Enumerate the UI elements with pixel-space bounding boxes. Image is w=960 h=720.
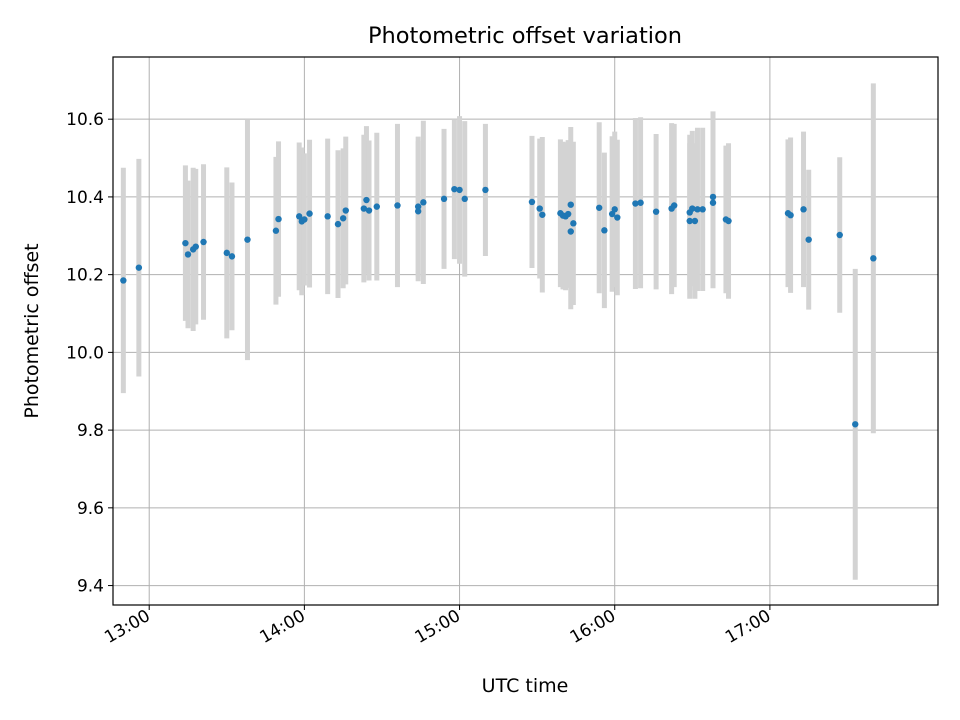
data-point [805, 236, 812, 243]
data-point [184, 251, 192, 258]
data-point [440, 195, 448, 203]
data-point [652, 208, 660, 215]
y-tick-label: 9.6 [77, 499, 104, 519]
data-point [608, 210, 616, 218]
data-point [611, 206, 618, 213]
data-point [725, 217, 732, 225]
data-point [456, 186, 463, 194]
y-tick-label: 10.0 [66, 343, 104, 363]
data-point [414, 203, 422, 210]
y-tick-label: 9.4 [77, 577, 104, 597]
data-point [363, 196, 370, 204]
data-point [637, 199, 644, 206]
data-point [689, 205, 696, 212]
y-tick-label: 10.2 [66, 266, 104, 286]
data-point [223, 249, 230, 257]
data-point [536, 205, 543, 212]
data-point [244, 236, 251, 243]
data-point [135, 264, 143, 271]
data-point [324, 213, 331, 220]
data-point [632, 200, 639, 207]
data-point [192, 243, 199, 250]
data-point [596, 204, 603, 211]
data-point [836, 231, 843, 239]
data-point [365, 207, 373, 214]
data-point [296, 213, 303, 220]
data-point [694, 206, 701, 213]
data-point [691, 217, 699, 225]
data-point [451, 185, 458, 193]
chart-title: Photometric offset variation [368, 23, 682, 49]
data-point [461, 195, 468, 203]
data-point [120, 277, 127, 284]
data-point [699, 206, 706, 213]
data-point [334, 220, 342, 228]
data-point [570, 220, 577, 227]
data-point [528, 198, 536, 206]
data-point [275, 215, 282, 223]
data-point [567, 201, 574, 208]
data-point [709, 199, 717, 206]
data-points [120, 185, 877, 428]
data-point [686, 217, 693, 225]
data-point [614, 214, 621, 221]
data-point [787, 211, 794, 219]
x-axis-label: UTC time [482, 675, 569, 697]
data-point [272, 227, 280, 234]
y-tick-label: 9.8 [77, 421, 104, 441]
data-point [420, 199, 427, 206]
data-point [182, 239, 189, 247]
y-axis-label: Photometric offset [21, 243, 43, 418]
data-point [671, 202, 678, 209]
data-point [852, 421, 859, 428]
data-point [567, 228, 574, 235]
data-point [482, 186, 489, 194]
data-point [394, 202, 401, 209]
data-point [601, 227, 608, 234]
y-tick-label: 10.6 [66, 110, 104, 130]
data-point [709, 193, 717, 201]
plot-area-frame [112, 56, 939, 606]
data-point [539, 211, 546, 218]
y-tick-label: 10.4 [66, 188, 104, 208]
data-point [870, 255, 877, 262]
data-point [339, 215, 347, 222]
data-point [301, 216, 308, 223]
data-point [414, 208, 422, 215]
data-point [200, 238, 207, 246]
data-point [373, 203, 380, 210]
data-point [800, 206, 807, 213]
data-point [228, 253, 236, 260]
data-point [360, 205, 368, 212]
y-axis-ticks: 9.4 9.6 9.8 10.0 10.2 10.4 10.6 [66, 110, 113, 597]
data-point [306, 210, 313, 217]
data-point [564, 210, 572, 218]
data-point [342, 207, 349, 214]
